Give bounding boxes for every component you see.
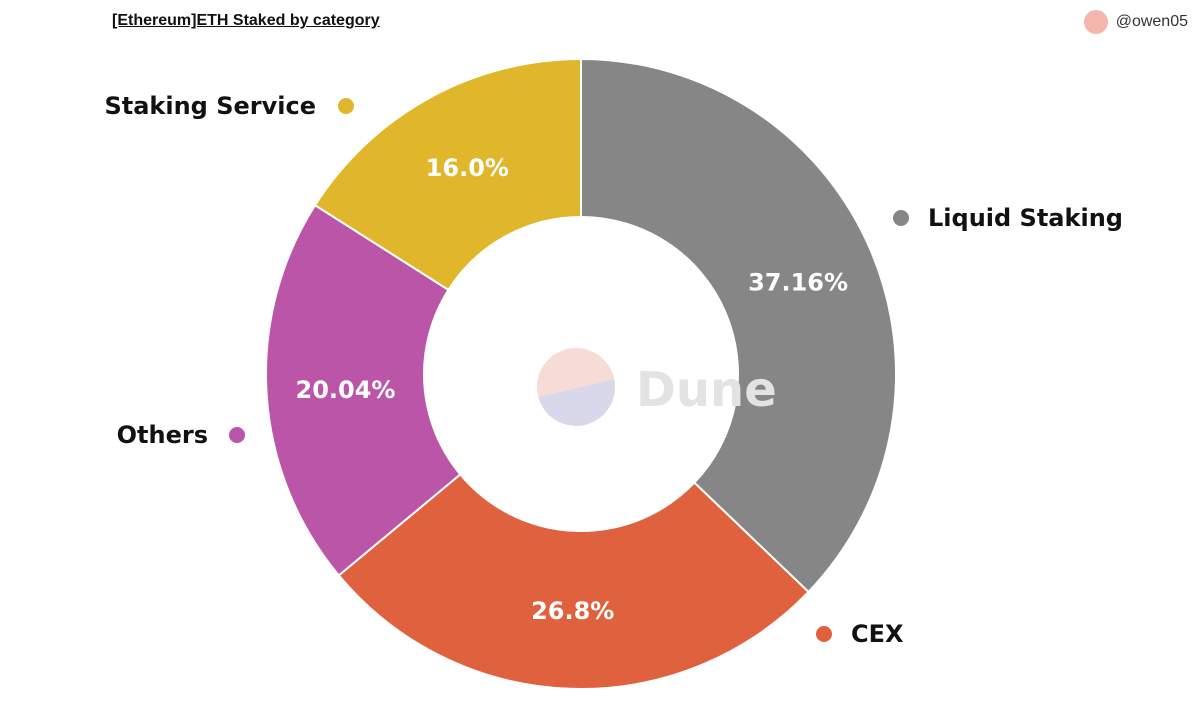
slice-cex[interactable] [337,472,810,690]
slice-liquid-staking[interactable] [580,57,897,594]
dune-logo-top-icon [536,347,615,397]
slice-value-label: 37.16% [748,268,848,296]
slice-value-label: 16.0% [426,154,509,182]
chart-title[interactable]: [Ethereum]ETH Staked by category [112,12,380,29]
legend-label-liquid-staking[interactable]: Liquid Staking [928,204,1123,232]
slice-others[interactable] [265,203,462,577]
dune-watermark: Dune [536,347,777,426]
dune-watermark-text: Dune [636,362,777,418]
legend-dot-staking-service [338,98,354,114]
legend-label-staking-service[interactable]: Staking Service [104,92,316,120]
legend: Liquid Staking CEX Others Staking Service [104,92,1123,648]
legend-dot-others [229,427,245,443]
slice-staking-service[interactable] [313,57,582,292]
dune-logo-bottom-icon [538,379,615,426]
legend-dot-liquid-staking [893,210,909,226]
author-avatar [1083,10,1108,34]
slices-layer [265,57,897,690]
author-link[interactable]: @owen05 [1083,10,1188,34]
legend-dot-cex [816,626,832,642]
author-name: @owen05 [1115,13,1188,30]
slice-value-label: 26.8% [531,597,614,625]
legend-label-cex[interactable]: CEX [851,620,904,648]
slice-labels: 37.16% 26.8% 20.04% 16.0% [296,154,849,625]
legend-label-others[interactable]: Others [117,421,208,449]
slice-value-label: 20.04% [296,376,396,404]
